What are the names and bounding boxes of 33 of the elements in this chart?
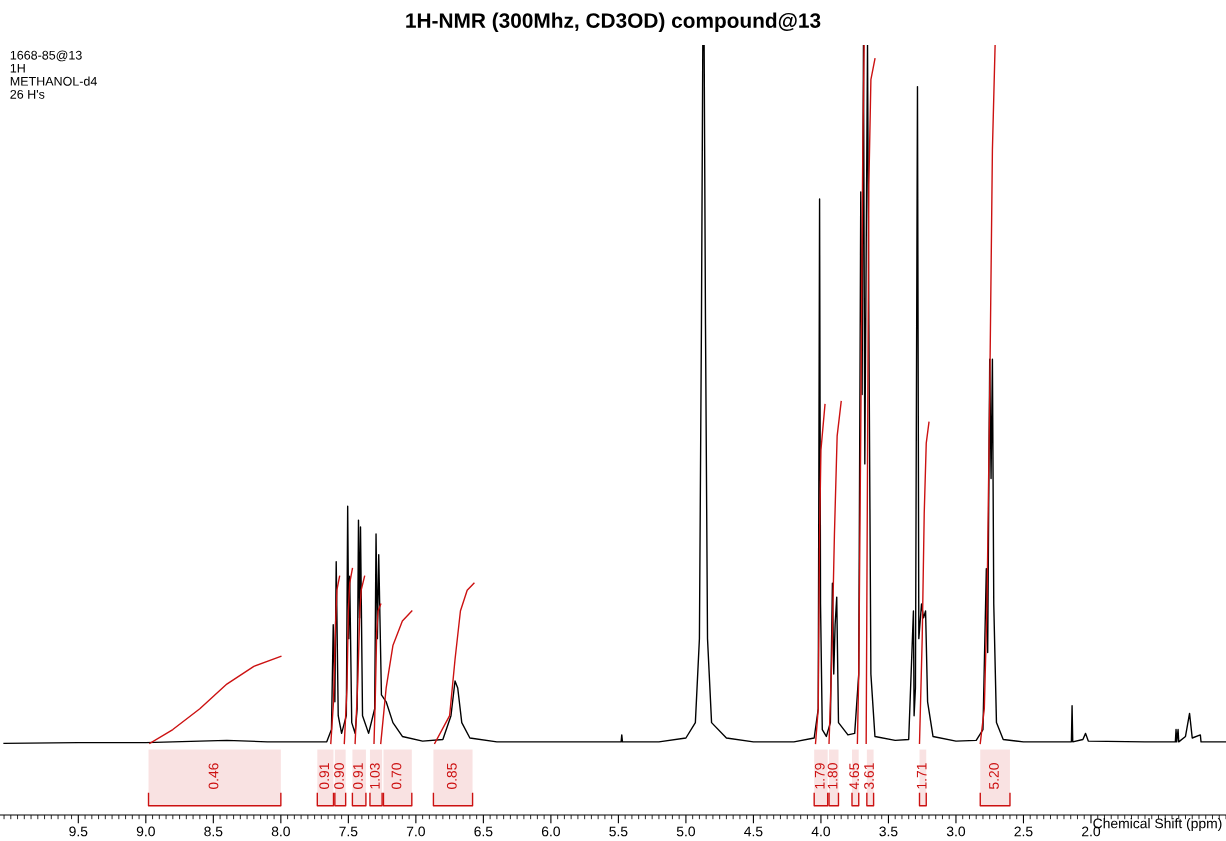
band-label: 1.03 bbox=[369, 763, 380, 789]
x-tick-label: 4.0 bbox=[811, 826, 831, 837]
annotation: 1668-85@13 bbox=[10, 50, 82, 62]
x-tick-label: 5.5 bbox=[609, 826, 628, 837]
x-tick-label: 6.5 bbox=[474, 826, 493, 837]
x-tick-label: 3.0 bbox=[946, 826, 966, 837]
band-label: 5.20 bbox=[989, 763, 999, 790]
band-label: 0.90 bbox=[334, 763, 344, 790]
annotation: METHANOL-d4 bbox=[10, 76, 97, 86]
band-label: 0.46 bbox=[208, 763, 219, 790]
x-tick-label: 4.5 bbox=[744, 826, 763, 837]
x-tick-label: 9.5 bbox=[69, 826, 88, 837]
x-tick-label: 7.0 bbox=[406, 826, 425, 837]
annotation: 26 H's bbox=[10, 89, 45, 99]
x-tick-label: 7.5 bbox=[339, 826, 358, 837]
band-label: 0.91 bbox=[319, 763, 330, 790]
x-tick-label: 9.0 bbox=[136, 826, 155, 837]
x-tick-label: 8.5 bbox=[204, 826, 223, 837]
band-label: 4.65 bbox=[849, 763, 860, 790]
x-tick-label: 3.5 bbox=[879, 826, 898, 837]
x-tick-label: 6.0 bbox=[541, 826, 560, 837]
chart-title: 1H-NMR (300Mhz, CD3OD) compound@13 bbox=[406, 12, 821, 33]
band-label: 1.79 bbox=[814, 763, 825, 789]
band-label: 0.91 bbox=[353, 763, 363, 790]
band-label: 1.71 bbox=[916, 763, 927, 789]
band-label: 0.70 bbox=[391, 763, 402, 790]
x-tick-label: 2.5 bbox=[1014, 826, 1033, 837]
band-label: 0.85 bbox=[446, 763, 457, 790]
x-tick-label: 5.0 bbox=[676, 826, 696, 837]
band-label: 1.80 bbox=[827, 763, 838, 789]
band-label: 3.61 bbox=[864, 763, 874, 790]
x-tick-label: 8.0 bbox=[271, 826, 290, 837]
annotation: 1H bbox=[10, 63, 25, 73]
